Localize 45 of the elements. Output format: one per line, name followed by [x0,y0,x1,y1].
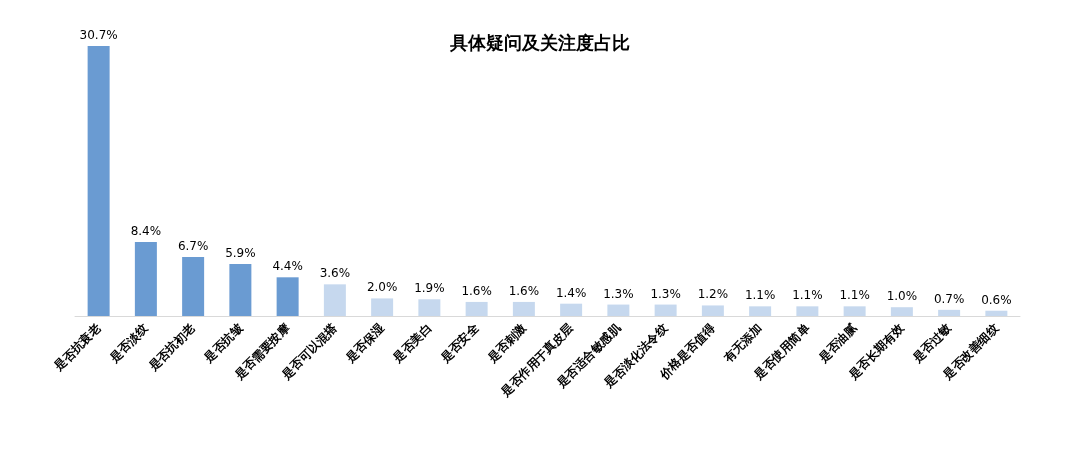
bar [701,305,724,316]
x-tick-label: 是否保湿 [342,321,388,366]
data-label: 1.1% [744,288,776,303]
data-label: 1.3% [603,286,634,301]
bar [607,304,630,316]
x-tick-label: 是否安全 [437,320,483,366]
data-label: 1.9% [414,281,445,296]
bar [276,277,299,316]
data-label: 1.3% [650,286,681,301]
bar [182,257,205,316]
bar [890,307,913,316]
data-label: 1.1% [792,288,823,303]
bar [87,46,110,316]
bar [229,264,252,316]
bar [560,303,583,316]
bar [323,284,346,316]
bar [371,298,394,316]
bar [654,304,677,316]
bar [134,242,157,316]
data-label: 1.4% [555,285,587,300]
x-tick-label: 是否抗衰老 [50,321,104,375]
data-label: 5.9% [225,246,256,261]
data-label: 1.1% [839,288,870,303]
bar [749,306,772,316]
data-label: 1.6% [508,283,540,298]
data-label: 1.0% [886,289,918,304]
data-label: 4.4% [272,259,303,274]
chart-title: 具体疑问及关注度占比 [449,31,630,53]
data-label: 1.6% [461,283,492,298]
bar [985,310,1008,316]
bar [465,301,488,316]
data-label: 8.4% [130,224,162,239]
bar [796,306,819,316]
data-label: 30.7% [79,28,118,42]
bar [938,309,961,316]
data-label: 0.6% [981,292,1012,307]
data-label: 2.0% [366,280,398,295]
data-label: 3.6% [319,266,351,281]
data-label: 0.7% [933,291,965,306]
bar [418,299,441,316]
data-label: 1.2% [697,287,729,302]
bar [843,306,866,316]
data-label: 6.7% [177,239,209,254]
x-tick-label: 是否美白 [389,321,435,366]
bar [512,301,535,316]
